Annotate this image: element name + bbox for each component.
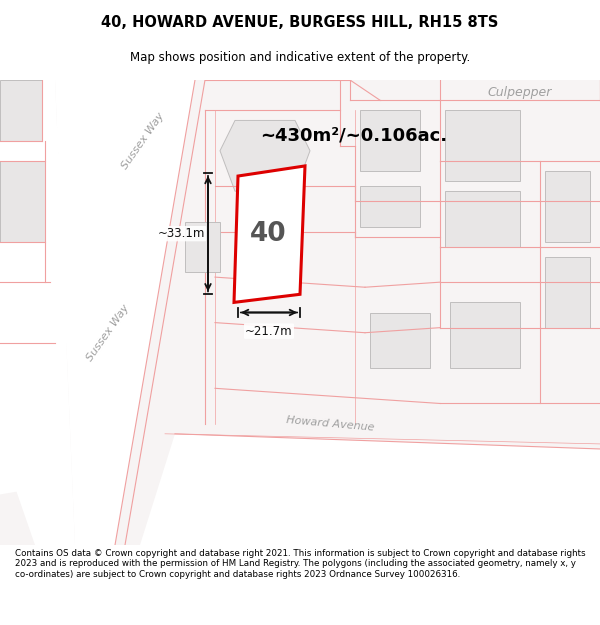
Polygon shape <box>0 80 75 545</box>
Polygon shape <box>234 166 305 302</box>
Polygon shape <box>0 80 42 141</box>
Text: ~33.1m: ~33.1m <box>158 227 205 240</box>
Text: 40, HOWARD AVENUE, BURGESS HILL, RH15 8TS: 40, HOWARD AVENUE, BURGESS HILL, RH15 8T… <box>101 15 499 30</box>
Polygon shape <box>55 80 195 545</box>
Polygon shape <box>450 302 520 368</box>
Text: Sussex Way: Sussex Way <box>85 302 131 363</box>
Text: Culpepper: Culpepper <box>488 86 552 99</box>
Polygon shape <box>545 171 590 242</box>
Text: Map shows position and indicative extent of the property.: Map shows position and indicative extent… <box>130 51 470 64</box>
Polygon shape <box>0 80 155 171</box>
Text: 40: 40 <box>250 221 286 247</box>
Polygon shape <box>445 111 520 181</box>
Polygon shape <box>545 257 590 328</box>
Text: ~430m²/~0.106ac.: ~430m²/~0.106ac. <box>260 127 447 144</box>
Polygon shape <box>220 121 310 191</box>
Polygon shape <box>0 80 600 545</box>
Polygon shape <box>360 111 420 171</box>
Polygon shape <box>445 191 520 247</box>
Text: Contains OS data © Crown copyright and database right 2021. This information is : Contains OS data © Crown copyright and d… <box>15 549 586 579</box>
Polygon shape <box>0 80 180 494</box>
Text: ~21.7m: ~21.7m <box>245 324 293 338</box>
Polygon shape <box>370 312 430 368</box>
Text: Howard Avenue: Howard Avenue <box>286 415 374 432</box>
Polygon shape <box>140 434 600 545</box>
Polygon shape <box>185 221 220 272</box>
Polygon shape <box>360 186 420 227</box>
Polygon shape <box>0 161 45 242</box>
Text: Sussex Way: Sussex Way <box>120 111 166 171</box>
